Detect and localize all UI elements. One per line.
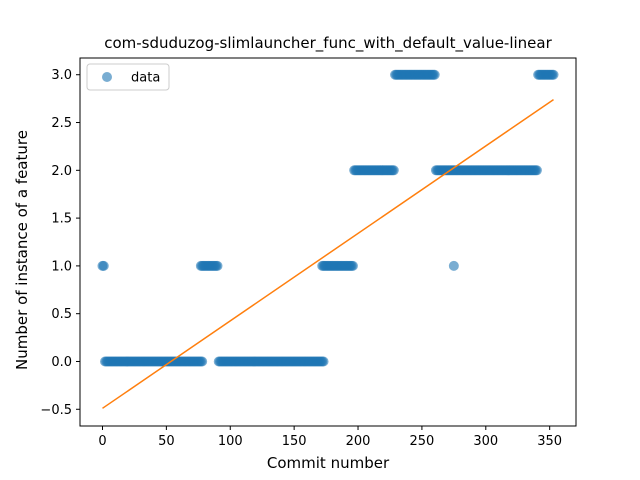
data-point	[197, 356, 208, 367]
plot-frame	[79, 57, 577, 427]
legend-label-data: data	[131, 71, 160, 86]
legend: data	[86, 63, 170, 91]
x-tick-label: 250	[409, 434, 434, 449]
x-axis-label: Commit number	[267, 454, 390, 472]
data-point	[212, 260, 223, 271]
data-point	[98, 260, 109, 271]
fit-line	[102, 98, 554, 409]
x-tick-label: 150	[282, 434, 307, 449]
x-tick-label: 100	[218, 434, 243, 449]
legend-marker-data	[102, 72, 112, 82]
data-point	[429, 69, 440, 80]
y-axis-label: Number of instance of a feature	[13, 130, 31, 370]
y-tick-label: 3.0	[51, 68, 72, 83]
data-point	[548, 69, 559, 80]
y-tick-label: 0.0	[51, 355, 72, 370]
data-point	[388, 165, 399, 176]
data-point	[347, 260, 358, 271]
data-point	[531, 165, 542, 176]
data-point	[318, 356, 329, 367]
x-axis: 0 50 100 150 200 250 300 350	[98, 426, 562, 449]
y-tick-label: 1.5	[51, 212, 72, 227]
plot-area	[79, 57, 577, 427]
x-tick-label: 200	[346, 434, 371, 449]
y-tick-label: 2.5	[51, 116, 72, 131]
y-tick-label: −0.5	[40, 403, 72, 418]
x-tick-label: 50	[158, 434, 175, 449]
y-axis: −0.5 0.0 0.5 1.0 1.5 2.0 2.5 3.0	[40, 68, 80, 418]
data-point	[448, 260, 459, 271]
y-tick-label: 1.0	[51, 259, 72, 274]
legend-box	[86, 63, 170, 91]
y-tick-label: 0.5	[51, 307, 72, 322]
chart-title: com-sduduzog-slimlauncher_func_with_defa…	[104, 34, 552, 53]
x-tick-label: 300	[473, 434, 498, 449]
x-tick-label: 350	[537, 434, 562, 449]
y-tick-label: 2.0	[51, 164, 72, 179]
x-tick-label: 0	[98, 434, 106, 449]
